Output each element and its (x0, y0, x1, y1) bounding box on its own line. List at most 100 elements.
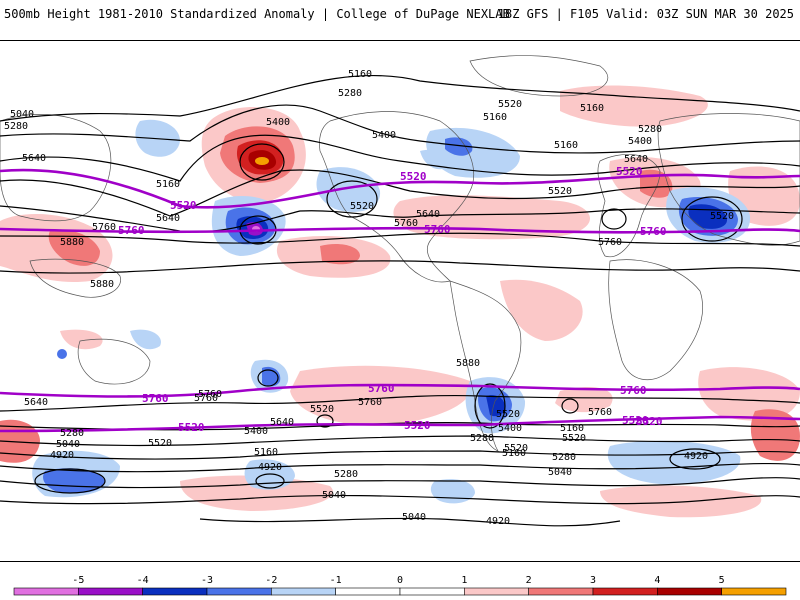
contour-label: 5640 (156, 213, 180, 224)
contour-label: 5160 (254, 447, 278, 458)
highlight-label: 5760 (368, 382, 395, 395)
contour-label: 5520 (310, 404, 334, 415)
contour-label: 5760 (394, 218, 418, 229)
highlight-labels: 5520 5760 5520 5760 5520 5760 5760 5520 … (118, 165, 667, 434)
highlight-label: 5760 (118, 224, 145, 237)
anomaly-map: 5160 5280 5160 5040 5280 5400 5160 5160 … (0, 40, 800, 562)
colorbar-tick-label: 0 (397, 575, 403, 586)
contour-label: 5040 (402, 512, 426, 523)
contour-label: 5160 (560, 423, 584, 434)
highlight-label: 5760 (620, 384, 647, 397)
colorbar-swatch (78, 587, 143, 596)
colorbar-swatch (142, 587, 208, 596)
contour-label: 4920 (486, 516, 510, 527)
colorbar-tick-label: 4 (654, 575, 660, 586)
colorbar-tick-label: -3 (201, 575, 213, 586)
colorbar-swatch (721, 587, 787, 596)
colorbar-tick-label: -5 (72, 575, 84, 586)
contour-label: 5520 (710, 211, 734, 222)
contour-label: 5760 (598, 237, 622, 248)
contour-label: 5520 (496, 409, 520, 420)
contour-label: 5160 (554, 140, 578, 151)
map-header: 500mb Height 1981-2010 Standardized Anom… (0, 0, 800, 28)
contour-label: 5520 (562, 433, 586, 444)
contour-label: 5160 (348, 69, 372, 80)
colorbar-swatch (657, 587, 722, 596)
contour-label: 5880 (90, 279, 114, 290)
contour-label: 5280 (552, 452, 576, 463)
contour-label: 5760 (194, 393, 218, 404)
contour-label: 5880 (456, 358, 480, 369)
highlight-label: 5520 (636, 415, 663, 428)
highlight-label: 5520 (616, 165, 643, 178)
highlight-label: 5520 (404, 419, 431, 432)
colorbar-swatch (13, 587, 79, 596)
contour-label: 5640 (24, 397, 48, 408)
contour-label: 5400 (498, 423, 522, 434)
contour-label: 5520 (498, 99, 522, 110)
contour-label: 4920 (258, 462, 282, 473)
contour-label: 5040 (322, 490, 346, 501)
highlight-label: 5520 (400, 170, 427, 183)
contour-label: 5400 (372, 130, 396, 141)
contour-label: 5760 (358, 397, 382, 408)
contour-label: 5880 (60, 237, 84, 248)
contour-label: 5400 (244, 426, 268, 437)
contour-label: 5400 (628, 136, 652, 147)
map-title: 500mb Height 1981-2010 Standardized Anom… (4, 7, 510, 21)
colorbar-swatch (528, 587, 594, 596)
coastlines (0, 55, 800, 452)
contour-label: 5520 (148, 438, 172, 449)
colorbar-tick-label: 3 (590, 575, 596, 586)
colorbar-tick-label: 2 (526, 575, 532, 586)
contour-label: 5760 (588, 407, 612, 418)
colorbar-tick-label: -4 (137, 575, 149, 586)
highlight-label: 5760 (142, 392, 169, 405)
highlight-contours (0, 168, 800, 433)
contour-label: 5280 (4, 121, 28, 132)
colorbar-tick-label: -1 (330, 575, 342, 586)
colorbar: -5 -4 -3 -2 -1 0 1 2 3 4 5 (0, 570, 800, 600)
contour-label: 5040 (10, 109, 34, 120)
contour-label: 5640 (624, 154, 648, 165)
contour-label: 5040 (548, 467, 572, 478)
contour-label: 5640 (270, 417, 294, 428)
contour-label: 5280 (338, 88, 362, 99)
contour-label: 5640 (22, 153, 46, 164)
highlight-label: 5520 (178, 421, 205, 434)
highlight-label: 5760 (640, 225, 667, 238)
contour-label: 5280 (334, 469, 358, 480)
height-contours (0, 74, 800, 527)
contour-label: 5760 (198, 389, 222, 400)
highlight-label: 5520 (170, 199, 197, 212)
contour-label: 5280 (638, 124, 662, 135)
contour-label: 4920 (50, 450, 74, 461)
colorbar-tick-label: -2 (265, 575, 277, 586)
contour-label: 5640 (416, 209, 440, 220)
colorbar-tick-label: 1 (461, 575, 467, 586)
colorbar-swatch (271, 587, 336, 596)
contour-label: 5160 (502, 448, 526, 459)
colorbar-swatch (464, 587, 529, 596)
contour-labels: 5160 5280 5160 5040 5280 5400 5160 5160 … (4, 69, 734, 527)
contour-label: 5160 (483, 112, 507, 123)
colorbar-swatch (399, 587, 465, 596)
contour-label: 5520 (350, 201, 374, 212)
contour-label: 5160 (156, 179, 180, 190)
model-run-info: 18Z GFS | F105 Valid: 03Z SUN MAR 30 202… (497, 7, 794, 21)
contour-label: 5280 (470, 433, 494, 444)
contour-label: 4920 (684, 451, 708, 462)
contour-label: 5520 (548, 186, 572, 197)
contour-label: 5520 (504, 443, 528, 454)
contour-label: 5160 (580, 103, 604, 114)
contour-label: 5040 (56, 439, 80, 450)
colorbar-swatch (335, 587, 401, 596)
contour-label: 5400 (266, 117, 290, 128)
highlight-label: 5760 (424, 223, 451, 236)
contour-label: 5280 (60, 428, 84, 439)
contour-label: 5760 (92, 222, 116, 233)
highlight-label: 5520 (622, 414, 649, 427)
colorbar-swatch (206, 587, 272, 596)
colorbar-tick-label: 5 (719, 575, 725, 586)
colorbar-swatch (592, 587, 658, 596)
